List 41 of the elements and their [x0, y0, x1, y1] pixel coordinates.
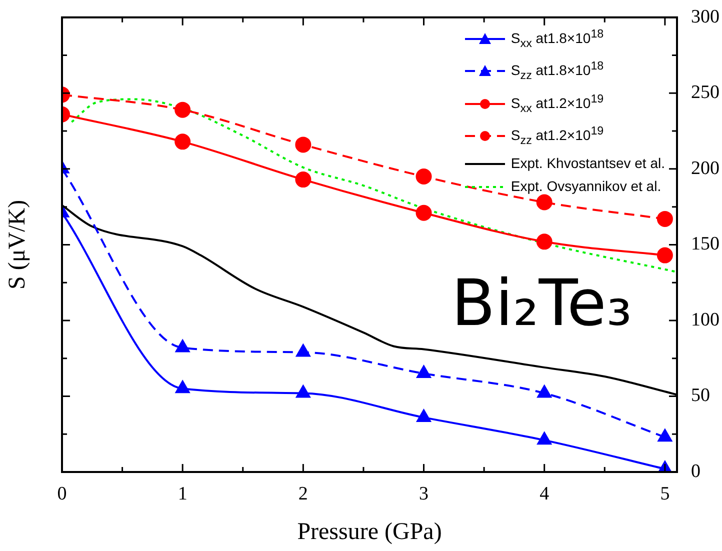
y2-tick-label: 0: [691, 460, 700, 482]
legend-label: S$_{xx}$ at1.2×10$^{19}$: [510, 92, 604, 114]
point: [416, 204, 432, 221]
point: [537, 432, 552, 445]
point: [658, 429, 672, 442]
point: [176, 340, 190, 352]
point: [416, 168, 432, 185]
point: [416, 409, 431, 422]
x-tick-label: 0: [57, 483, 67, 504]
y2-tick-label: 300: [691, 6, 720, 28]
x-tick-label: 3: [419, 483, 429, 504]
x-tick-label: 5: [660, 483, 670, 504]
x-axis-title: Pressure (GPa): [297, 518, 442, 545]
legend-label: Expt. Khvostantsev et al.: [510, 154, 665, 171]
legend-label: S$_{xx}$ at1.8×10$^{18}$: [510, 27, 604, 50]
legend-label: Expt. Ovsyannikov et al.: [510, 178, 662, 194]
annotation: Bi₂Te₃: [451, 266, 632, 341]
x-tick-label: 2: [298, 483, 308, 504]
y2-tick-label: 50: [691, 385, 710, 406]
y2-tick-label: 200: [691, 158, 720, 179]
point: [416, 366, 431, 378]
y2-tick-label: 100: [691, 309, 720, 330]
y2-tick-label: 150: [691, 234, 720, 255]
point: [536, 194, 552, 210]
point: [296, 385, 310, 398]
y-axis-title: S (μV/K): [4, 200, 31, 290]
point: [295, 136, 312, 153]
point: [295, 172, 312, 188]
point: [176, 380, 190, 394]
legend-label: S$_{zz}$ at1.8×10$^{18}$: [510, 59, 604, 82]
point: [296, 344, 310, 357]
x-tick-label: 4: [540, 483, 550, 504]
point: [174, 134, 191, 150]
point: [656, 247, 673, 264]
x-tick-label: 1: [178, 483, 188, 504]
legend-label: S$_{zz}$ at1.2×10$^{19}$: [510, 124, 604, 147]
point: [537, 385, 552, 398]
point: [656, 210, 673, 227]
point: [174, 102, 191, 118]
point: [536, 234, 552, 250]
y2-tick-label: 250: [691, 82, 720, 104]
